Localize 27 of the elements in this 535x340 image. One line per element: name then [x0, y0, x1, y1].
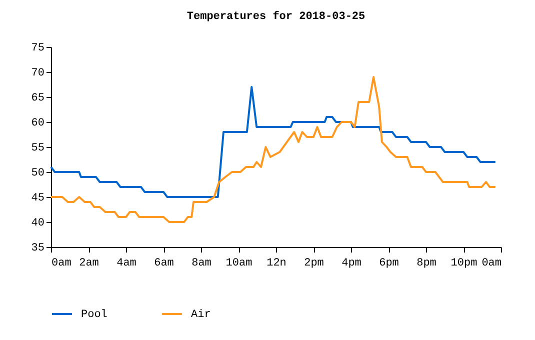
x-tick-label: 6pm	[379, 258, 400, 270]
x-tick-label: 4am	[116, 258, 137, 270]
y-tick-label: 50	[31, 168, 44, 180]
y-tick-label: 60	[31, 118, 44, 130]
y-tick-label: 55	[31, 142, 44, 154]
chart-title: Temperatures for 2018-03-25	[186, 10, 366, 23]
y-tick-label: 45	[31, 192, 44, 204]
line-series	[50, 86, 496, 198]
x-tick-label: 6am	[154, 258, 174, 270]
y-tick-label: 65	[31, 92, 44, 104]
x-tick-label: 4pm	[342, 258, 362, 270]
x-tick-label: 0am	[52, 258, 72, 270]
x-tick-label: 2pm	[304, 258, 324, 270]
x-tick-label: 0am	[482, 258, 502, 270]
y-tick-label: 70	[31, 68, 44, 80]
x-tick-label: 8pm	[416, 258, 437, 270]
x-tick-label: 12n	[266, 258, 286, 270]
x-tick-label: 8am	[192, 258, 212, 270]
y-tick-label: 40	[31, 218, 44, 230]
x-tick-label: 2am	[79, 258, 100, 270]
x-tick-label: 10am	[226, 258, 253, 270]
legend-label: Pool	[81, 309, 108, 321]
legend-label: Air	[191, 309, 211, 321]
line-series	[50, 76, 496, 223]
y-tick-label: 35	[31, 242, 44, 254]
y-tick-label: 75	[31, 42, 44, 54]
x-tick-label: 10pm	[450, 258, 478, 270]
